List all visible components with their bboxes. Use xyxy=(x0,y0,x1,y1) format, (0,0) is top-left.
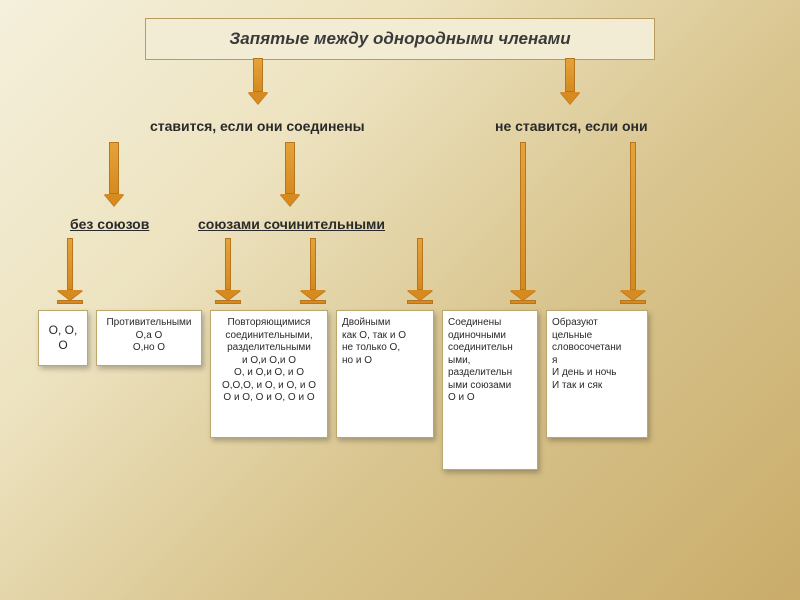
c3-l4: и О,и О,и О xyxy=(216,355,322,368)
arrow-card-2 xyxy=(215,238,241,304)
arrow-sub-left1 xyxy=(104,142,124,206)
arrow-card-6 xyxy=(620,142,646,304)
c6-l3: словосочетани xyxy=(552,342,642,355)
arrow-main-right xyxy=(560,58,580,104)
c6-l2: цельные xyxy=(552,330,642,343)
arrow-card-4 xyxy=(407,238,433,304)
sub-left-label: без союзов xyxy=(70,216,149,232)
c2-l3: О,но О xyxy=(102,342,196,355)
c3-l2: соединительными, xyxy=(216,330,322,343)
arrow-main-left xyxy=(248,58,268,104)
sub-right-label: союзами сочинительными xyxy=(198,216,385,232)
c5-l7: О и О xyxy=(448,392,532,405)
card-1-text: О, О, О xyxy=(44,323,82,353)
arrow-card-1 xyxy=(57,238,83,304)
c3-l1: Повторяющимися xyxy=(216,317,322,330)
c3-l7: О и О, О и О, О и О xyxy=(216,392,322,405)
c6-l4: я xyxy=(552,355,642,368)
card-2: Противительными О,а О О,но О xyxy=(96,310,202,366)
arrow-sub-left2 xyxy=(280,142,300,206)
branch-left-label: ставится, если они соединены xyxy=(150,118,365,134)
card-5: Соединены одиночными соединительн ыми, р… xyxy=(442,310,538,470)
c5-l3: соединительн xyxy=(448,342,532,355)
c2-l2: О,а О xyxy=(102,330,196,343)
c5-l5: разделительн xyxy=(448,367,532,380)
c5-l6: ыми союзами xyxy=(448,380,532,393)
c6-l5: И день и ночь xyxy=(552,367,642,380)
arrow-card-3 xyxy=(300,238,326,304)
card-3: Повторяющимися соединительными, разделит… xyxy=(210,310,328,438)
c4-l3: не только О, xyxy=(342,342,428,355)
c3-l5: О, и О,и О, и О xyxy=(216,367,322,380)
c5-l4: ыми, xyxy=(448,355,532,368)
arrow-card-5 xyxy=(510,142,536,304)
card-6: Образуют цельные словосочетани я И день … xyxy=(546,310,648,438)
c6-l1: Образуют xyxy=(552,317,642,330)
c4-l2: как О, так и О xyxy=(342,330,428,343)
c5-l2: одиночными xyxy=(448,330,532,343)
c4-l1: Двойными xyxy=(342,317,428,330)
branch-right-label: не ставится, если они xyxy=(495,118,648,134)
c2-l1: Противительными xyxy=(102,317,196,330)
card-1: О, О, О xyxy=(38,310,88,366)
card-4: Двойными как О, так и О не только О, но … xyxy=(336,310,434,438)
c4-l4: но и О xyxy=(342,355,428,368)
c3-l6: О,О,О, и О, и О, и О xyxy=(216,380,322,393)
title-box: Запятые между однородными членами xyxy=(145,18,655,60)
c6-l6: И так и сяк xyxy=(552,380,642,393)
c5-l1: Соединены xyxy=(448,317,532,330)
title-text: Запятые между однородными членами xyxy=(229,29,570,48)
c3-l3: разделительными xyxy=(216,342,322,355)
